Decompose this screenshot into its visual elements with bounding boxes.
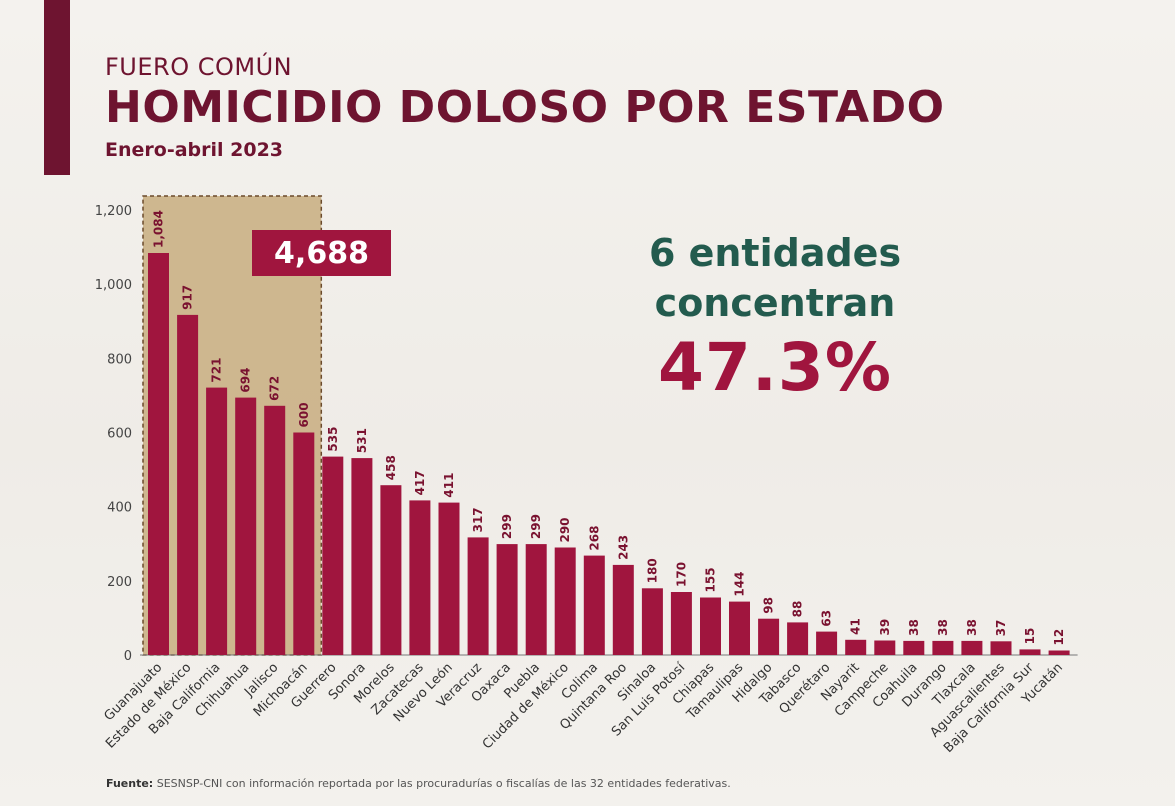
bar — [351, 458, 373, 655]
bar-value-label: 170 — [674, 562, 688, 587]
bar — [409, 500, 431, 655]
bar — [874, 640, 896, 655]
bars-group — [148, 253, 1070, 656]
bar-value-label: 600 — [297, 402, 311, 427]
bar — [525, 544, 547, 655]
bar-value-label: 411 — [442, 473, 456, 498]
bar — [467, 537, 489, 655]
bar-value-label: 417 — [413, 470, 427, 495]
bar-value-label: 299 — [500, 514, 514, 539]
bar-value-label: 721 — [210, 358, 224, 383]
bar — [961, 640, 983, 655]
bar-value-label: 37 — [994, 620, 1008, 637]
page-subtitle: Enero-abril 2023 — [105, 139, 284, 161]
bar — [438, 502, 460, 655]
bar — [496, 544, 518, 655]
bar-value-label: 268 — [587, 526, 601, 551]
bar — [583, 555, 605, 655]
bar-value-label: 1,084 — [152, 210, 166, 248]
bar — [758, 618, 780, 655]
y-tick-label: 200 — [107, 575, 132, 590]
value-labels-group: 1,084 917 721 694 672 600 535 531 458 417 411 317 29… — [152, 210, 1067, 645]
supertitle: FUERO COMÚN — [105, 53, 293, 81]
bar-value-label: 155 — [704, 567, 718, 592]
y-tick-label: 600 — [107, 427, 132, 442]
bar — [932, 640, 954, 655]
y-axis: 0 200 400 600 800 1,000 1,200 — [95, 204, 132, 664]
source-label: Fuente: — [106, 777, 154, 790]
bar-value-label: 243 — [616, 535, 630, 560]
bar-value-label: 88 — [791, 601, 805, 618]
bar-value-label: 180 — [645, 558, 659, 583]
bar-value-label: 694 — [239, 368, 253, 393]
bar — [177, 314, 199, 655]
source-note: Fuente: SESNSP-CNI con información repor… — [106, 777, 731, 790]
bar-value-label: 535 — [326, 427, 340, 452]
callout-percentage: 47.3% — [658, 329, 892, 406]
callout: 6 entidades concentran 47.3% — [590, 228, 960, 408]
bar — [816, 631, 838, 655]
y-tick-label: 800 — [107, 352, 132, 367]
source-text: SESNSP-CNI con información reportada por… — [156, 777, 731, 790]
bar-value-label: 15 — [1023, 628, 1037, 645]
bar-value-label: 672 — [268, 376, 282, 401]
bar — [612, 564, 634, 655]
bar-value-label: 38 — [907, 619, 921, 636]
bar-value-label: 38 — [936, 619, 950, 636]
y-tick-label: 0 — [124, 649, 132, 664]
bar — [380, 485, 402, 655]
bar — [990, 641, 1012, 655]
bar — [264, 405, 286, 655]
bar — [206, 387, 228, 655]
bar — [148, 253, 169, 655]
bar — [845, 639, 867, 655]
bar — [554, 547, 576, 655]
bar — [1019, 649, 1041, 655]
bar — [903, 640, 925, 655]
bar-value-label: 317 — [471, 507, 485, 532]
bar-value-label: 38 — [965, 619, 979, 636]
y-tick-label: 1,000 — [95, 278, 132, 293]
bar-value-label: 98 — [762, 597, 776, 614]
bar — [293, 432, 315, 655]
bar-value-label: 39 — [878, 619, 892, 636]
bar-value-label: 290 — [558, 517, 572, 542]
bar — [322, 456, 344, 655]
bar — [641, 588, 663, 656]
page-title: HOMICIDIO DOLOSO POR ESTADO — [105, 82, 945, 133]
header: FUERO COMÚN HOMICIDIO DOLOSO POR ESTADO … — [105, 52, 945, 162]
y-tick-label: 1,200 — [95, 204, 132, 219]
bar-value-label: 63 — [820, 610, 834, 627]
bar-value-label: 144 — [733, 572, 747, 597]
bar-value-label: 531 — [355, 428, 369, 453]
y-tick-label: 400 — [107, 501, 132, 516]
callout-line-2: concentran — [654, 281, 896, 325]
bar — [787, 622, 809, 655]
bar-value-label: 12 — [1052, 629, 1066, 646]
side-accent-strip — [44, 0, 70, 175]
bar — [1048, 650, 1070, 655]
bar-value-label: 917 — [181, 285, 195, 310]
bar-value-label: 299 — [529, 514, 543, 539]
bar — [729, 601, 750, 655]
bar — [670, 592, 692, 655]
bar — [700, 597, 721, 655]
callout-line-1: 6 entidades — [648, 231, 902, 275]
bar-value-label: 458 — [384, 455, 398, 480]
highlight-total-badge: 4,688 — [252, 230, 391, 276]
bar — [235, 397, 257, 655]
bar-value-label: 41 — [849, 618, 863, 635]
